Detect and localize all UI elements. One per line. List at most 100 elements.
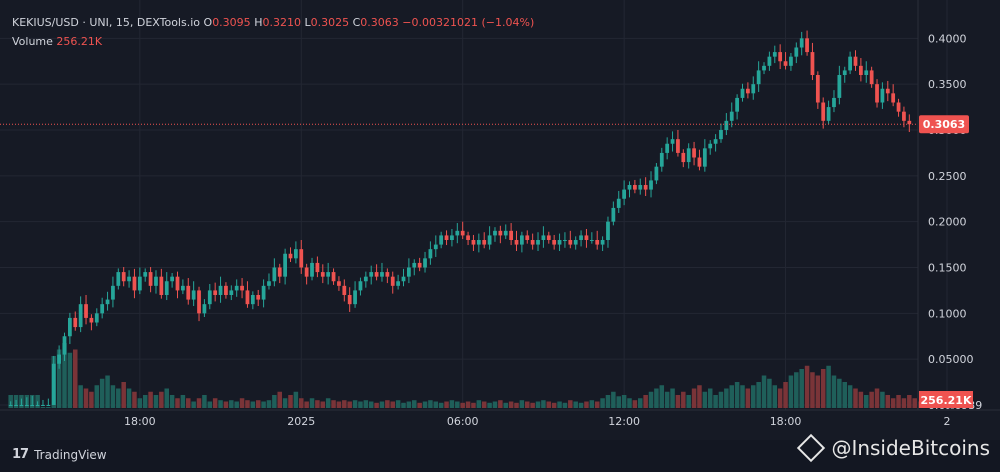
volume-bar (395, 400, 401, 408)
volume-bar (535, 401, 541, 408)
candle-body (600, 240, 605, 245)
candle-body (293, 249, 298, 259)
candle-body (283, 253, 288, 277)
symbol-label: KEKIUS/USD · UNI, 15, DEXTools.io (12, 16, 201, 29)
diamond-icon (797, 433, 826, 463)
candle-body (234, 285, 239, 291)
candle-body (692, 148, 696, 158)
candle-body (250, 295, 255, 305)
volume-bar (611, 391, 616, 408)
volume-bar (282, 398, 288, 408)
volume-bar (309, 398, 315, 408)
volume-bar (476, 400, 482, 408)
candle-body (589, 240, 594, 241)
candle-body (902, 111, 906, 121)
candle-body (702, 148, 707, 167)
last-price-marker: 0.3063 (0, 115, 969, 134)
volume-bar (530, 402, 535, 408)
candle-body (649, 180, 653, 190)
candle-body (724, 120, 729, 130)
volume-bar (191, 401, 196, 408)
candle-body (643, 185, 648, 190)
change-value: −0.00321021 (−1.04%) (402, 16, 535, 29)
candle-body (509, 230, 514, 240)
x-tick-label: 2 (943, 415, 950, 428)
volume-bar (691, 388, 697, 408)
volume-bar (815, 375, 821, 408)
volume-bar (799, 369, 804, 408)
candle-body (94, 313, 99, 323)
volume-bar (864, 395, 869, 408)
candle-body (713, 139, 718, 144)
legend-ohlc: KEKIUS/USD · UNI, 15, DEXTools.io O0.309… (12, 16, 534, 29)
volume-bar (643, 395, 648, 408)
candle-body (767, 56, 772, 66)
candle-body (697, 157, 702, 167)
volume-bar (772, 385, 778, 408)
volume-bar (175, 398, 180, 408)
candle-body (67, 317, 72, 337)
tradingview-branding[interactable]: 17 TradingView (12, 447, 107, 462)
volume-bar (229, 400, 234, 408)
volume-bar (368, 401, 374, 408)
candle-body (832, 97, 836, 108)
volume-bar (336, 401, 342, 408)
candle-body (186, 285, 191, 300)
volume-bar (272, 395, 277, 408)
volume-bar (428, 400, 433, 408)
candle-body (616, 198, 621, 208)
volume-bar (67, 352, 73, 408)
volume-bar (600, 398, 605, 408)
candle-body (891, 93, 896, 103)
candle-body (842, 70, 847, 75)
volume-bar (406, 401, 412, 408)
volume-bar (385, 400, 390, 408)
candle-body (799, 38, 804, 48)
candle-body (261, 285, 266, 300)
candle-body (428, 249, 433, 259)
candle-body (498, 230, 503, 236)
candle-body (466, 235, 470, 240)
volume-bar (508, 401, 514, 408)
candle-body (46, 405, 51, 406)
low-value: 0.3025 (310, 16, 350, 29)
volume-bar (718, 391, 724, 408)
volume-bar (444, 401, 449, 408)
candle-body (885, 88, 890, 94)
volume-bar (347, 401, 352, 408)
candle-body (121, 272, 126, 282)
high-label: H (254, 16, 263, 29)
candle-body (374, 272, 379, 277)
volume-bar (546, 401, 552, 408)
candle-body (170, 276, 175, 282)
candle-body (89, 317, 94, 323)
volume-bar (293, 391, 299, 408)
candle-body (41, 405, 45, 406)
candle-body (875, 84, 879, 103)
volume-bar (116, 388, 121, 408)
candle-body (869, 70, 874, 85)
candle-body (207, 290, 212, 305)
volume-bar (761, 375, 767, 408)
volume-bar (379, 401, 385, 408)
volume-bar (729, 385, 734, 408)
volume-bar (654, 388, 659, 408)
volume-bar (519, 400, 525, 408)
candle-body (73, 317, 78, 328)
candle-body (546, 235, 551, 240)
candle-body (331, 272, 336, 282)
volume-bar (648, 391, 654, 408)
candle-body (19, 405, 24, 406)
candle-body (175, 276, 180, 291)
grid (0, 0, 948, 410)
volume-bar (627, 398, 632, 408)
volume-bar (126, 388, 132, 408)
price-chart[interactable]: 0.40000.35000.30000.25000.20000.15000.10… (0, 0, 1000, 440)
volume-bar (202, 395, 207, 408)
volume-bar (255, 400, 261, 408)
volume-bar (869, 391, 874, 408)
volume-bar (907, 395, 912, 408)
volume-bar (541, 400, 546, 408)
volume-bar (837, 378, 842, 408)
volume-bar (277, 391, 282, 408)
